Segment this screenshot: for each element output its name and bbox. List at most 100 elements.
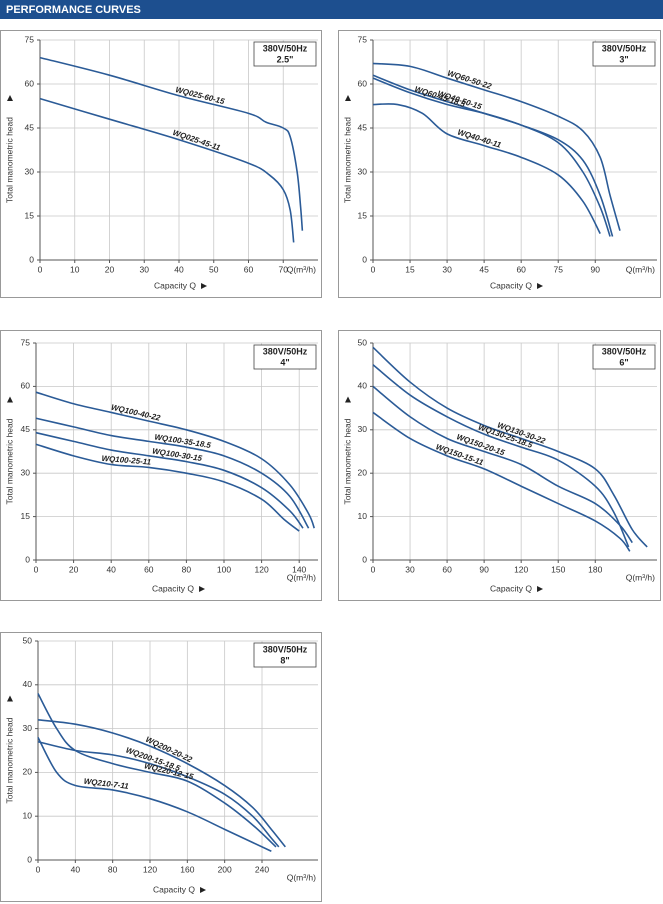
box-subtitle: 2.5" <box>277 54 294 64</box>
y-axis-label: Total manometric head <box>4 117 14 203</box>
arrow-icon <box>345 95 351 101</box>
curve <box>35 443 300 532</box>
x-tick-label: 50 <box>209 264 219 274</box>
box-title: 380V/50Hz <box>602 43 647 53</box>
arrow-icon <box>200 887 207 893</box>
box-title: 380V/50Hz <box>602 346 647 356</box>
x-tick-label: 0 <box>34 564 39 574</box>
y-tick-label: 30 <box>358 424 368 434</box>
x-tick-label: 30 <box>442 264 452 274</box>
header-title: PERFORMANCE CURVES <box>6 4 141 16</box>
x-tick-label: 60 <box>144 564 154 574</box>
curve-label: WQ025-60-15 <box>174 85 225 106</box>
curve <box>37 693 277 848</box>
x-tick-label: 120 <box>514 564 528 574</box>
x-tick-label: 200 <box>218 864 232 874</box>
panel-border <box>0 632 322 902</box>
curve-label: WQ100-25-11 <box>101 454 152 467</box>
y-tick-label: 10 <box>358 511 368 521</box>
x-tick-label: 120 <box>255 564 269 574</box>
x-tick-label: 40 <box>106 564 116 574</box>
y-axis-label: Total manometric head <box>342 117 352 203</box>
x-tick-label: 150 <box>551 564 565 574</box>
curve <box>372 103 601 234</box>
curve <box>39 56 304 231</box>
curve-label: WQ40-40-11 <box>456 128 502 150</box>
curve <box>372 346 648 548</box>
x-tick-label: 90 <box>591 264 601 274</box>
box-title: 380V/50Hz <box>263 644 308 654</box>
x-tick-label: 60 <box>516 264 526 274</box>
arrow-icon <box>537 586 544 592</box>
box-title: 380V/50Hz <box>263 43 308 53</box>
panel-border <box>338 330 661 601</box>
x-tick-label: 80 <box>108 864 118 874</box>
x-axis-label: Capacity Q <box>490 280 532 290</box>
y-tick-label: 45 <box>358 122 368 132</box>
curve <box>372 74 614 237</box>
curve <box>372 62 621 231</box>
y-tick-label: 20 <box>23 767 33 777</box>
x-tick-label: 100 <box>217 564 231 574</box>
x-tick-label: 20 <box>105 264 115 274</box>
arrow-icon <box>7 396 13 403</box>
x-tick-label: 60 <box>244 264 254 274</box>
panel-border <box>0 330 322 601</box>
curve <box>35 431 304 529</box>
curve <box>372 77 611 237</box>
x-axis-label: Capacity Q <box>154 280 196 290</box>
x-unit: Q(m³/h) <box>626 264 655 274</box>
y-tick-label: 30 <box>21 467 31 477</box>
x-tick-label: 10 <box>70 264 80 274</box>
y-tick-label: 15 <box>25 210 35 220</box>
arrow-icon <box>7 695 13 702</box>
y-axis-label: Total manometric head <box>4 418 14 504</box>
x-unit: Q(m³/h) <box>626 572 655 582</box>
panel-border <box>0 30 322 298</box>
y-tick-label: 45 <box>25 122 35 132</box>
box-subtitle: 3" <box>619 54 628 64</box>
y-tick-label: 15 <box>358 210 368 220</box>
y-tick-label: 40 <box>23 679 33 689</box>
curve <box>372 411 631 552</box>
curve-label: WQ100-40-22 <box>110 403 162 423</box>
y-tick-label: 0 <box>27 854 32 864</box>
y-tick-label: 75 <box>25 34 35 44</box>
y-tick-label: 0 <box>29 254 34 264</box>
x-tick-label: 0 <box>371 564 376 574</box>
y-tick-label: 0 <box>25 554 30 564</box>
y-tick-label: 60 <box>25 78 35 88</box>
x-tick-label: 15 <box>405 264 415 274</box>
y-tick-label: 0 <box>362 254 367 264</box>
x-tick-label: 60 <box>442 564 452 574</box>
y-tick-label: 50 <box>23 635 33 645</box>
x-unit: Q(m³/h) <box>287 572 316 582</box>
x-tick-label: 140 <box>292 564 306 574</box>
info-box <box>253 41 317 67</box>
y-tick-label: 30 <box>358 166 368 176</box>
y-tick-label: 45 <box>21 424 31 434</box>
y-tick-label: 50 <box>358 337 368 347</box>
curve <box>39 97 295 243</box>
x-tick-label: 30 <box>140 264 150 274</box>
y-tick-label: 75 <box>21 337 31 347</box>
x-tick-label: 160 <box>180 864 194 874</box>
x-axis-label: Capacity Q <box>490 583 532 593</box>
info-box <box>592 344 656 370</box>
curve <box>35 391 315 529</box>
y-tick-label: 20 <box>358 467 368 477</box>
info-box <box>253 642 317 668</box>
y-tick-label: 10 <box>23 810 33 820</box>
box-title: 380V/50Hz <box>263 346 308 356</box>
x-tick-label: 45 <box>479 264 489 274</box>
x-tick-label: 180 <box>588 564 602 574</box>
x-tick-label: 20 <box>69 564 79 574</box>
info-box <box>253 344 317 370</box>
y-axis-label: Total manometric head <box>4 717 14 803</box>
curve <box>37 740 280 848</box>
y-tick-label: 15 <box>21 511 31 521</box>
y-tick-label: 30 <box>23 723 33 733</box>
arrow-icon <box>201 283 208 289</box>
x-tick-label: 80 <box>182 564 192 574</box>
